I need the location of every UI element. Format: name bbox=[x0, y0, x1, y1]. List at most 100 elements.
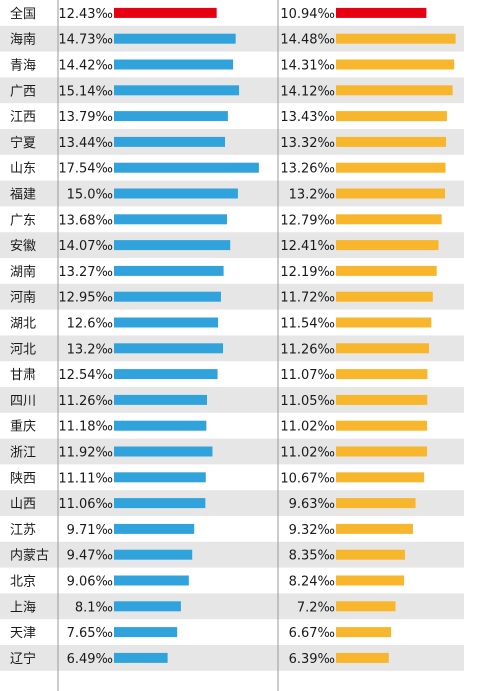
bar bbox=[336, 498, 416, 509]
data-label: 11.26‰ bbox=[280, 342, 335, 357]
bar bbox=[114, 420, 207, 431]
bar bbox=[114, 575, 189, 586]
category-label: 浙江 bbox=[10, 446, 36, 461]
category-label: 江西 bbox=[10, 110, 36, 125]
category-label: 山东 bbox=[10, 162, 36, 177]
data-label: 11.18‰ bbox=[58, 420, 113, 435]
category-label: 海南 bbox=[10, 32, 36, 48]
category-label: 山西 bbox=[10, 497, 36, 512]
data-label: 10.94‰ bbox=[280, 7, 335, 22]
bar bbox=[114, 472, 206, 483]
data-label: 14.12‰ bbox=[280, 84, 335, 99]
category-label: 北京 bbox=[10, 575, 36, 590]
category-label: 湖南 bbox=[10, 264, 36, 280]
category-label: 天津 bbox=[10, 626, 36, 641]
data-label: 7.65‰ bbox=[67, 626, 113, 641]
data-label: 8.35‰ bbox=[289, 549, 335, 564]
category-label: 广东 bbox=[10, 213, 36, 228]
data-label: 13.32‰ bbox=[280, 136, 335, 151]
bar bbox=[114, 291, 221, 302]
bar bbox=[336, 240, 439, 251]
bar bbox=[336, 601, 396, 612]
data-label: 6.39‰ bbox=[289, 652, 335, 667]
bar bbox=[336, 369, 428, 380]
bar bbox=[114, 240, 231, 251]
data-label: 14.31‰ bbox=[280, 59, 335, 74]
bar bbox=[114, 523, 195, 534]
bar bbox=[336, 420, 428, 431]
bar bbox=[114, 317, 219, 328]
data-label: 11.02‰ bbox=[280, 420, 335, 435]
bar bbox=[336, 472, 425, 483]
bar bbox=[114, 446, 213, 457]
bar bbox=[114, 214, 227, 225]
bar bbox=[336, 162, 446, 173]
data-label: 11.05‰ bbox=[280, 394, 335, 409]
bar bbox=[336, 188, 446, 199]
category-label: 河南 bbox=[10, 290, 36, 306]
bar bbox=[336, 627, 392, 638]
bar bbox=[336, 523, 413, 534]
category-label: 陕西 bbox=[10, 471, 36, 486]
bar bbox=[114, 265, 224, 276]
category-label: 全国 bbox=[10, 6, 36, 22]
bar bbox=[114, 85, 240, 96]
data-label: 11.11‰ bbox=[58, 471, 113, 486]
data-label: 10.67‰ bbox=[280, 471, 335, 486]
data-label: 11.02‰ bbox=[280, 446, 335, 461]
data-label: 12.41‰ bbox=[280, 239, 335, 254]
category-label: 福建 bbox=[10, 188, 36, 203]
data-label: 9.71‰ bbox=[67, 523, 113, 538]
bar bbox=[336, 549, 405, 560]
data-label: 13.2‰ bbox=[289, 188, 335, 203]
data-label: 9.06‰ bbox=[67, 575, 113, 590]
data-label: 15.14‰ bbox=[58, 84, 113, 99]
data-label: 12.79‰ bbox=[280, 213, 335, 228]
data-label: 13.68‰ bbox=[58, 213, 113, 228]
bar bbox=[336, 575, 405, 586]
data-label: 14.42‰ bbox=[58, 59, 113, 74]
data-label: 9.47‰ bbox=[67, 549, 113, 564]
category-label: 辽宁 bbox=[10, 651, 36, 667]
bar bbox=[336, 343, 430, 354]
data-label: 11.07‰ bbox=[280, 368, 335, 383]
bar bbox=[336, 291, 433, 302]
bar bbox=[336, 111, 447, 122]
bar bbox=[114, 549, 193, 560]
data-label: 13.2‰ bbox=[67, 342, 113, 357]
bar bbox=[336, 59, 455, 70]
data-label: 13.27‰ bbox=[58, 265, 113, 280]
bar bbox=[336, 394, 428, 405]
data-label: 12.43‰ bbox=[58, 7, 113, 22]
category-label: 四川 bbox=[10, 394, 36, 409]
category-label: 内蒙古 bbox=[10, 548, 49, 564]
data-label: 12.54‰ bbox=[58, 368, 113, 383]
data-label: 11.06‰ bbox=[58, 497, 113, 512]
data-label: 6.49‰ bbox=[67, 652, 113, 667]
bar bbox=[114, 136, 226, 147]
data-label: 8.24‰ bbox=[289, 575, 335, 590]
data-label: 13.26‰ bbox=[280, 162, 335, 177]
category-label: 青海 bbox=[10, 59, 36, 74]
bar bbox=[336, 136, 447, 147]
bar bbox=[114, 33, 236, 44]
category-label: 上海 bbox=[10, 600, 36, 615]
category-label: 重庆 bbox=[10, 419, 36, 435]
bar bbox=[114, 369, 218, 380]
bar bbox=[336, 33, 456, 44]
category-label: 甘肃 bbox=[10, 368, 36, 383]
category-label: 安徽 bbox=[10, 239, 36, 254]
bar bbox=[336, 214, 442, 225]
data-label: 7.2‰ bbox=[297, 600, 335, 615]
bar bbox=[336, 85, 453, 96]
bar bbox=[114, 162, 259, 173]
bar bbox=[114, 627, 178, 638]
data-label: 13.43‰ bbox=[280, 110, 335, 125]
bar bbox=[114, 188, 238, 199]
category-label: 广西 bbox=[10, 84, 36, 99]
data-label: 6.67‰ bbox=[289, 626, 335, 641]
data-label: 14.07‰ bbox=[58, 239, 113, 254]
bar bbox=[114, 394, 208, 405]
data-label: 12.95‰ bbox=[58, 291, 113, 306]
category-label: 宁夏 bbox=[10, 135, 36, 151]
